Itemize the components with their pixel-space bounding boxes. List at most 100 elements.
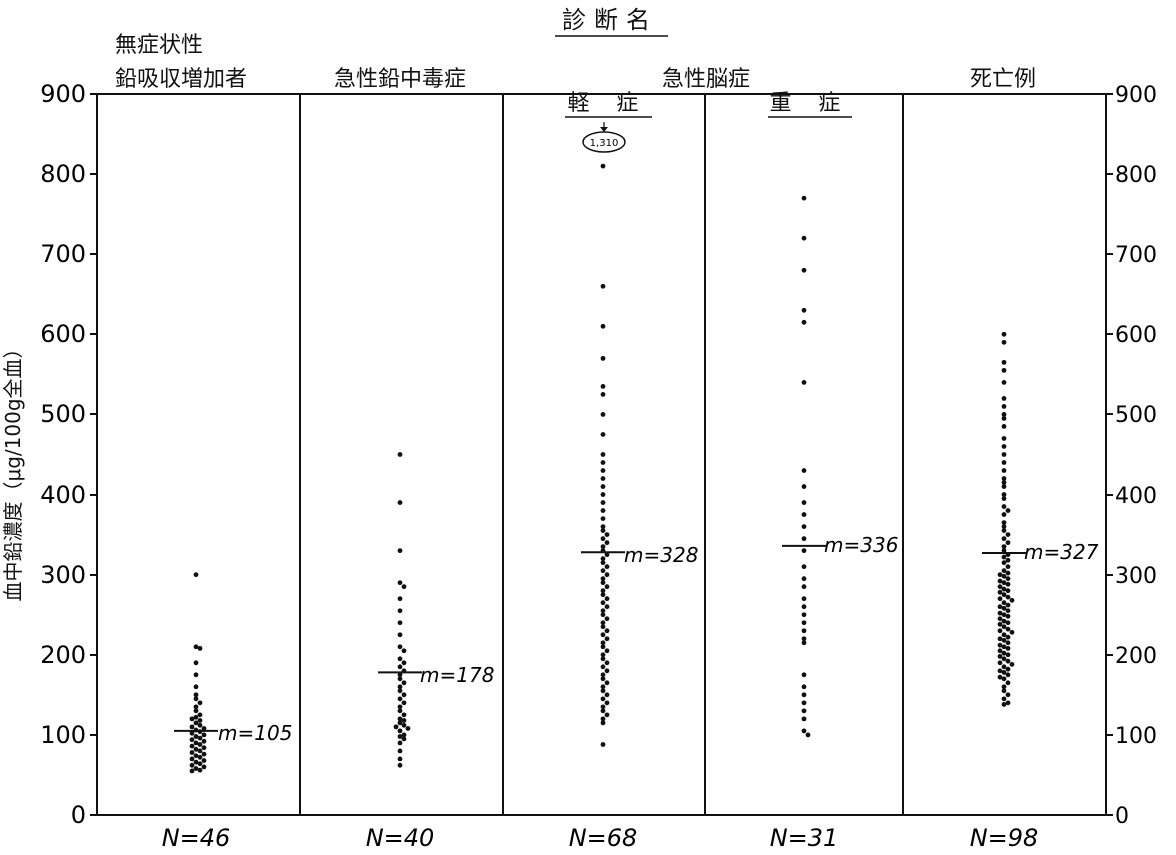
g1-data-point — [193, 766, 199, 771]
g5-data-point — [997, 621, 1003, 627]
g5-data-point — [1001, 670, 1007, 675]
g2-data-point — [401, 736, 407, 742]
g5-data-point — [1001, 656, 1007, 662]
g1-data-point — [197, 754, 203, 760]
g5-data-point — [1001, 600, 1007, 606]
y-tick-right-500: 500 — [1106, 403, 1157, 428]
g3-data-point — [600, 544, 606, 550]
g3-data-point — [600, 632, 606, 638]
dots-layer — [189, 163, 1015, 774]
g5-data-point — [1001, 504, 1007, 509]
g4-data-point — [801, 536, 807, 542]
acute-encephalopathy-label: 急性脳症 — [662, 67, 750, 92]
g1-data-point — [189, 762, 195, 768]
g2-data-point — [397, 656, 403, 662]
g4-data-point — [801, 700, 807, 706]
g5-data-point — [1001, 331, 1007, 337]
g5-data-point — [1005, 570, 1011, 576]
g2-data-point — [401, 584, 407, 590]
g3-data-point — [600, 672, 606, 678]
g5-data-point — [1001, 573, 1007, 579]
y-tick-left-100: 100 — [40, 721, 97, 749]
g5-data-point — [1005, 576, 1011, 582]
g5-data-point — [1001, 592, 1007, 598]
g5-data-point — [997, 616, 1003, 622]
g2-data-point — [401, 660, 407, 666]
y-tick-label-left: 0 — [71, 801, 86, 829]
g2-data-point — [405, 726, 411, 731]
g2-data-point — [401, 648, 407, 654]
g3-data-point — [600, 592, 606, 598]
g5-data-point — [1001, 339, 1007, 345]
y-tick-left-900: 900 — [40, 80, 97, 108]
g3-data-point — [604, 540, 610, 546]
g2-data-point — [401, 700, 407, 706]
y-tick-label-left: 900 — [40, 80, 86, 108]
g1-data-point — [197, 722, 203, 728]
g5-data-point — [1001, 484, 1007, 489]
g1-data-point — [193, 692, 199, 698]
g4-data-point — [801, 564, 807, 570]
g2-data-point — [401, 732, 407, 738]
g2-data-point — [397, 580, 403, 586]
group5-n-label: N=98 — [970, 824, 1039, 852]
g3-data-point — [600, 528, 606, 534]
g3-data-point — [600, 355, 606, 361]
g5-data-point — [1001, 650, 1007, 656]
g1-data-point — [193, 708, 199, 714]
g2-data-point — [397, 500, 403, 505]
g4-data-point — [801, 672, 807, 678]
g5-data-point — [1001, 380, 1007, 385]
g5-data-point — [1001, 492, 1007, 497]
g3-data-point — [600, 500, 606, 505]
g5-data-point — [1005, 626, 1011, 632]
group4-n-label: N=31 — [770, 824, 839, 852]
g5-data-point — [1005, 557, 1011, 563]
g3-data-point — [600, 392, 606, 397]
g1-data-point — [201, 745, 207, 751]
g5-data-point — [1005, 564, 1011, 570]
g3-data-point — [604, 604, 610, 610]
g2-data-point — [397, 708, 403, 714]
y-tick-label-left: 400 — [40, 481, 86, 509]
g1-data-point — [193, 672, 199, 678]
g3-data-point — [600, 460, 606, 465]
g5-data-point — [1001, 452, 1007, 457]
g4-data-point — [801, 524, 807, 529]
g5-data-point — [1001, 436, 1007, 441]
group3-label: 軽 症 — [568, 91, 649, 116]
g3-data-point — [600, 556, 606, 562]
g5-data-point — [1001, 468, 1007, 473]
g4-data-point — [801, 500, 807, 505]
g5-data-point — [1005, 594, 1011, 600]
g5-data-point — [1001, 480, 1007, 485]
g2-data-point — [401, 692, 407, 698]
g2-data-point — [397, 620, 403, 626]
g4-data-point — [801, 628, 807, 634]
y-tick-label-right: 600 — [1115, 323, 1157, 348]
group4-label: 重 症 — [770, 91, 851, 116]
g2-data-point — [393, 724, 399, 730]
g3-data-point — [600, 452, 606, 457]
g5-data-point — [1005, 692, 1011, 698]
g5-data-point — [1001, 568, 1007, 574]
g3-data-point — [600, 283, 606, 289]
g5-data-point — [1001, 460, 1007, 465]
g5-data-point — [1005, 602, 1011, 608]
y-tick-label-right: 100 — [1115, 724, 1157, 749]
g3-data-point — [600, 664, 606, 670]
g5-data-point — [1001, 404, 1007, 409]
y-tick-right-800: 800 — [1106, 163, 1157, 188]
g2-data-point — [401, 718, 407, 723]
g3-data-point — [600, 696, 606, 702]
y-tick-label-right: 700 — [1115, 243, 1157, 268]
group3-mean-label: m=328 — [624, 543, 698, 567]
g4-data-point — [801, 235, 807, 241]
g2-data-point — [397, 644, 403, 650]
g5-data-point — [997, 653, 1003, 659]
y-tick-right-100: 100 — [1106, 724, 1157, 749]
g5-data-point — [1001, 586, 1007, 592]
g3-data-point — [600, 323, 606, 329]
g1-data-point — [189, 716, 195, 722]
